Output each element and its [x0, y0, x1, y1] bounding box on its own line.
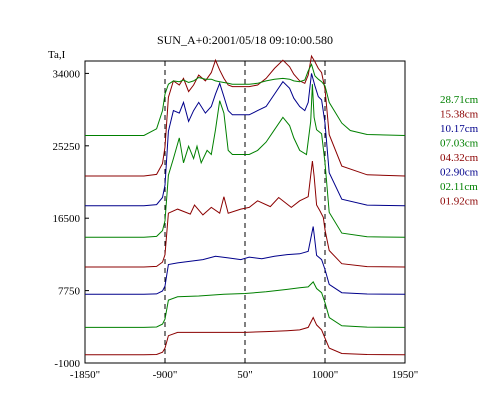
series-line-02.11cm: [85, 281, 406, 328]
y-tick-label: 25250: [53, 141, 81, 153]
series-line-07.03cm: [85, 84, 406, 238]
series-line-01.92cm: [85, 316, 406, 356]
y-tick-label: 7750: [58, 286, 81, 298]
series-line-02.90cm: [85, 226, 406, 295]
x-tick-label: 50": [237, 369, 253, 381]
legend-entry: 01.92cm: [440, 196, 479, 208]
legend-entry: 02.90cm: [440, 167, 479, 179]
y-tick-label: -1000: [54, 358, 80, 370]
x-tick-label: 1000": [312, 369, 339, 381]
series-line-10.17cm: [85, 73, 406, 207]
y-tick-label: 34000: [53, 68, 81, 80]
x-tick-label: -1850": [70, 369, 100, 381]
legend-entry: 07.03cm: [440, 138, 479, 150]
x-tick-label: -900": [153, 369, 178, 381]
series-line-04.32cm: [85, 161, 406, 268]
legend-entry: 04.32cm: [440, 152, 479, 164]
series-line-28.71cm: [85, 62, 406, 136]
legend-entry: 28.71cm: [440, 94, 479, 106]
y-tick-label: 16500: [53, 213, 81, 225]
legend-entry: 15.38cm: [440, 109, 479, 121]
series-line-15.38cm: [85, 54, 406, 177]
y-axis-label: Ta,I: [48, 49, 66, 61]
legend-entry: 10.17cm: [440, 123, 479, 135]
legend-entry: 02.11cm: [440, 181, 478, 193]
chart-title: SUN_A+0:2001/05/18 09:10:00.580: [157, 33, 333, 47]
x-tick-label: 1950": [392, 369, 419, 381]
